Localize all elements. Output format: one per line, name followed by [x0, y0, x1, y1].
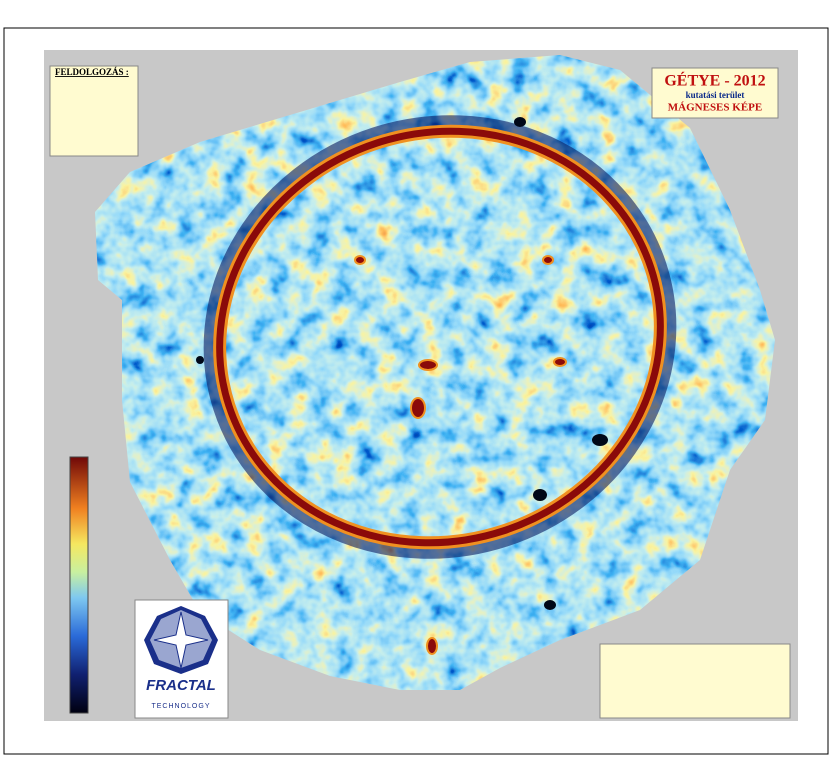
- title-box: [651, 67, 779, 119]
- info-box: [599, 643, 791, 719]
- colorbar: [69, 456, 89, 714]
- processing-box: [49, 65, 139, 157]
- processing-title: FELDOLGOZÁS :: [55, 67, 129, 77]
- anomalies: [354, 255, 567, 655]
- title: GÉTYE - 2012: [664, 71, 765, 90]
- logo-subtitle: TECHNOLOGY: [151, 703, 210, 710]
- subtitle: kutatási terület: [686, 90, 745, 100]
- logo-name: FRACTAL: [146, 677, 216, 694]
- survey-area: [95, 55, 775, 690]
- logo: FRACTAL TECHNOLOGY: [134, 599, 229, 719]
- subtitle: MÁGNESES KÉPE: [668, 102, 762, 114]
- negative-anomalies: [196, 117, 608, 610]
- enclosure-ring: [203, 115, 677, 559]
